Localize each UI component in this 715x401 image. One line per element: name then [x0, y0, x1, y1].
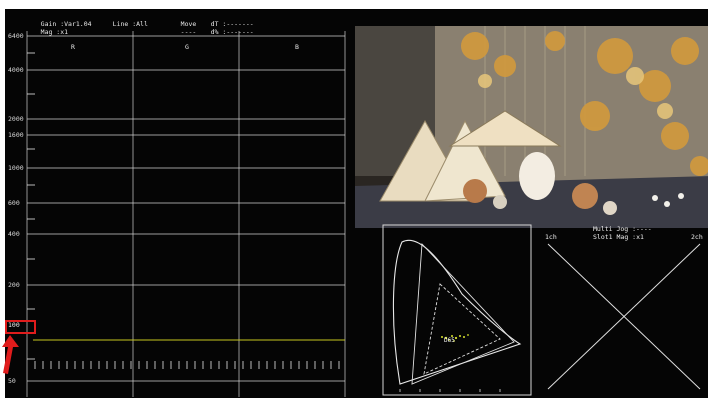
scale-label-400: 400: [8, 230, 20, 238]
scale-label-1000: 1000: [8, 164, 24, 172]
channel-label-g: G: [185, 43, 189, 51]
dashes-readout: ----: [165, 20, 197, 44]
line-readout: Line :All: [97, 12, 148, 36]
audio-left-channel: 1ch: [545, 233, 557, 241]
dashes-value: ----: [180, 28, 197, 36]
highlight-box: [5, 320, 36, 334]
line-value: All: [136, 20, 148, 28]
scale-label-50: 50: [8, 377, 16, 385]
mag-readout: Mag :x1: [25, 20, 68, 44]
dt-readout: dT :-------: [195, 12, 254, 36]
move-readout: Move: [165, 12, 197, 36]
channel-label-b: B: [295, 43, 299, 51]
waveform-trace: [248, 177, 345, 397]
multi-jog-label: Multi Jog :: [593, 225, 637, 233]
waveform-trace: [36, 144, 133, 397]
d65-label: D65: [444, 337, 455, 344]
audio-lissajous: [547, 243, 701, 390]
gain-label: Gain :: [40, 20, 65, 28]
picture-preview: [355, 26, 708, 228]
slot-readout: Slot1 Mag :x1: [593, 233, 644, 241]
audio-mag-label: Mag :: [616, 233, 637, 241]
channel-label-r: R: [71, 43, 75, 51]
dpct-label: d% :: [210, 28, 227, 36]
dt-label: dT :: [210, 20, 227, 28]
dpct-value: -------: [226, 28, 254, 36]
gain-value: Var1.04: [64, 20, 92, 28]
cie-locus: [392, 239, 522, 385]
scale-label-600: 600: [8, 199, 20, 207]
mag-value: x1: [60, 28, 69, 36]
dt-value: -------: [226, 20, 254, 28]
waveform-graticule: [26, 31, 346, 397]
gain-readout: Gain :Var1.04: [25, 12, 92, 36]
line-label: Line :: [112, 20, 137, 28]
move-label: Move: [180, 20, 197, 28]
scale-label-4000: 4000: [8, 66, 24, 74]
audio-right-channel: 2ch: [691, 233, 703, 241]
highlighted-scale-label: 100: [8, 321, 20, 329]
multi-jog-readout: Multi Jog :----: [593, 225, 652, 233]
multi-jog-value: ----: [636, 225, 652, 233]
scale-label-2000: 2000: [8, 115, 24, 123]
audio-mag-value: x1: [636, 233, 644, 241]
waveform-trace: [142, 143, 239, 397]
monitor-screen: Gain :Var1.04 Line :All Move dT :-------…: [5, 9, 708, 398]
slot-label: Slot1: [593, 233, 613, 241]
still-life-image: [355, 26, 708, 228]
gamut-triangle-outer: [411, 242, 515, 385]
scale-label-200: 200: [8, 281, 20, 289]
scale-label-6400: 6400: [8, 32, 24, 40]
mag-label: Mag :: [40, 28, 61, 36]
pointer-arrow-icon: [2, 335, 19, 374]
vectorscope-display: D65: [382, 224, 532, 396]
dpct-readout: d% :-------: [195, 20, 254, 44]
scale-label-1600: 1600: [8, 131, 24, 139]
gamut-triangle-inner: [423, 283, 501, 375]
